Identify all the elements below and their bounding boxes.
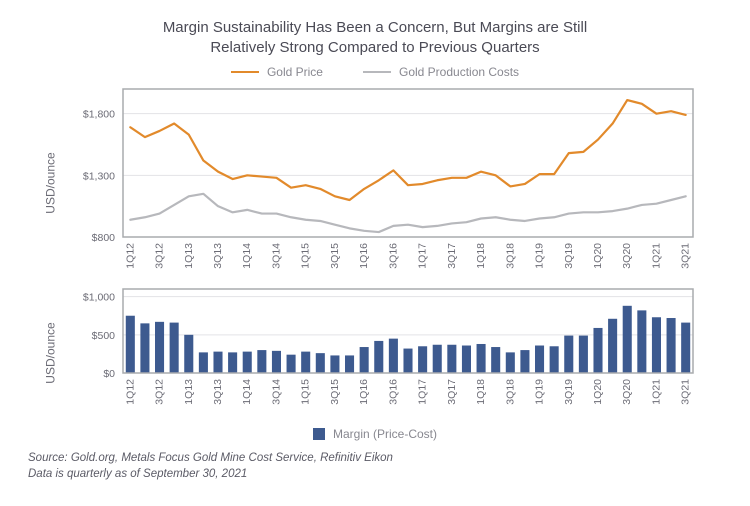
svg-text:1Q13: 1Q13: [183, 379, 195, 405]
svg-text:$800: $800: [92, 232, 116, 244]
svg-text:1Q14: 1Q14: [241, 379, 253, 405]
svg-text:3Q13: 3Q13: [212, 243, 224, 269]
legend-item-gold-price: Gold Price: [231, 65, 323, 79]
source-line-1: Source: Gold.org, Metals Focus Gold Mine…: [28, 451, 722, 467]
top-legend: Gold Price Gold Production Costs: [28, 65, 722, 79]
svg-text:$500: $500: [92, 330, 116, 342]
svg-text:3Q20: 3Q20: [621, 379, 633, 405]
svg-text:3Q21: 3Q21: [680, 379, 692, 405]
svg-text:1Q19: 1Q19: [534, 243, 546, 269]
legend-swatch-gold-price: [231, 71, 259, 74]
legend-label-margin: Margin (Price-Cost): [333, 427, 437, 441]
svg-text:$0: $0: [103, 368, 115, 380]
svg-text:3Q17: 3Q17: [446, 379, 458, 405]
svg-text:$1,800: $1,800: [83, 109, 115, 121]
svg-text:3Q18: 3Q18: [504, 243, 516, 269]
top-chart-svg: $800 $1,300 $1,800 1Q12 3Q12 1Q13 3Q13 1Q14 3Q14…: [28, 83, 722, 283]
svg-text:1Q21: 1Q21: [650, 379, 662, 405]
top-chart: USD/ounce $800 $1,300 $1,800 1Q12 3Q12 1Q13 3Q…: [28, 83, 722, 283]
svg-text:1Q20: 1Q20: [592, 379, 604, 405]
svg-text:3Q19: 3Q19: [563, 379, 575, 405]
svg-text:1Q21: 1Q21: [650, 243, 662, 269]
svg-text:$1,300: $1,300: [83, 170, 115, 182]
svg-text:1Q15: 1Q15: [300, 243, 312, 269]
svg-text:1Q16: 1Q16: [358, 379, 370, 405]
svg-text:3Q18: 3Q18: [504, 379, 516, 405]
svg-text:1Q19: 1Q19: [534, 379, 546, 405]
svg-text:1Q18: 1Q18: [475, 379, 487, 405]
svg-text:3Q13: 3Q13: [212, 379, 224, 405]
title-line-1: Margin Sustainability Has Been a Concern…: [163, 19, 587, 36]
svg-text:3Q16: 3Q16: [387, 379, 399, 405]
svg-text:3Q17: 3Q17: [446, 243, 458, 269]
top-ylabel: USD/ounce: [44, 152, 58, 213]
svg-text:3Q12: 3Q12: [154, 243, 166, 269]
source-line-2: Data is quarterly as of September 30, 20…: [28, 467, 722, 483]
svg-text:3Q16: 3Q16: [387, 243, 399, 269]
legend-label-gold-price: Gold Price: [267, 65, 323, 79]
svg-text:1Q17: 1Q17: [417, 243, 429, 269]
svg-text:3Q14: 3Q14: [270, 243, 282, 269]
source-note: Source: Gold.org, Metals Focus Gold Mine…: [28, 451, 722, 482]
svg-text:1Q20: 1Q20: [592, 243, 604, 269]
bottom-chart: USD/ounce $0 $500 $1,000 1Q12 3Q12 1Q13 3Q13 1Q…: [28, 283, 722, 423]
svg-text:3Q15: 3Q15: [329, 243, 341, 269]
bottom-legend: Margin (Price-Cost): [28, 427, 722, 441]
legend-swatch-gold-cost: [363, 71, 391, 74]
legend-item-gold-cost: Gold Production Costs: [363, 65, 519, 79]
legend-swatch-margin: [313, 428, 325, 440]
svg-text:1Q17: 1Q17: [417, 379, 429, 405]
svg-text:1Q12: 1Q12: [124, 379, 136, 405]
svg-text:3Q15: 3Q15: [329, 379, 341, 405]
bottom-ylabel: USD/ounce: [44, 322, 58, 383]
svg-text:1Q15: 1Q15: [300, 379, 312, 405]
title-line-2: Relatively Strong Compared to Previous Q…: [210, 39, 539, 56]
svg-text:3Q20: 3Q20: [621, 243, 633, 269]
svg-text:$1,000: $1,000: [83, 292, 115, 304]
svg-text:3Q19: 3Q19: [563, 243, 575, 269]
svg-text:1Q14: 1Q14: [241, 243, 253, 269]
bottom-chart-svg: $0 $500 $1,000 1Q12 3Q12 1Q13 3Q13 1Q14 3Q14 1Q15…: [28, 283, 722, 423]
legend-label-gold-cost: Gold Production Costs: [399, 65, 519, 79]
svg-text:3Q14: 3Q14: [270, 379, 282, 405]
svg-text:1Q13: 1Q13: [183, 243, 195, 269]
svg-text:1Q18: 1Q18: [475, 243, 487, 269]
svg-text:3Q21: 3Q21: [680, 243, 692, 269]
svg-text:1Q12: 1Q12: [124, 243, 136, 269]
svg-text:3Q12: 3Q12: [154, 379, 166, 405]
svg-text:1Q16: 1Q16: [358, 243, 370, 269]
chart-title: Margin Sustainability Has Been a Concern…: [95, 18, 655, 57]
